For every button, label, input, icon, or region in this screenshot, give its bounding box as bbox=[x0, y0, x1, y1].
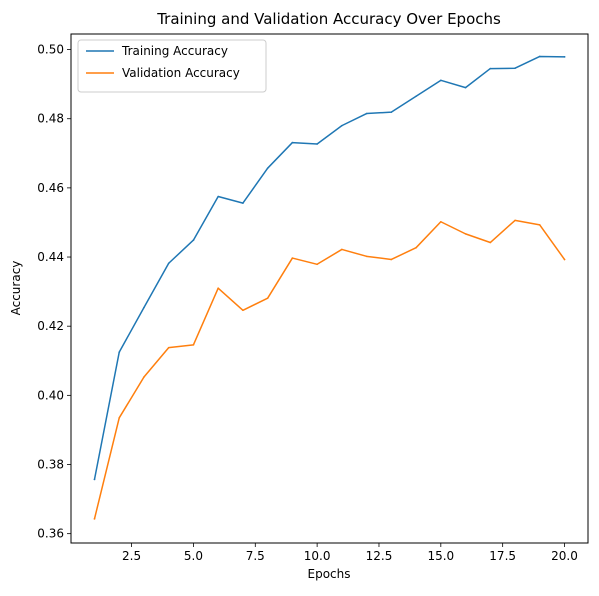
data-point bbox=[390, 258, 393, 261]
y-tick-label: 0.48 bbox=[37, 112, 64, 126]
data-point bbox=[365, 255, 368, 258]
data-point bbox=[291, 257, 294, 259]
data-point bbox=[266, 297, 269, 299]
data-point bbox=[415, 246, 417, 249]
x-tick-label: 7.5 bbox=[246, 549, 265, 563]
data-point bbox=[563, 56, 566, 58]
y-tick-label: 0.46 bbox=[37, 181, 64, 195]
data-point bbox=[217, 195, 219, 198]
data-point bbox=[291, 141, 294, 144]
data-point bbox=[93, 478, 96, 481]
x-tick-label: 17.5 bbox=[489, 549, 516, 563]
data-point bbox=[538, 55, 541, 58]
data-point bbox=[192, 239, 195, 241]
data-point bbox=[489, 241, 492, 244]
legend-label: Validation Accuracy bbox=[122, 66, 240, 80]
x-tick-label: 15.0 bbox=[427, 549, 454, 563]
y-tick-label: 0.50 bbox=[37, 43, 64, 57]
data-point bbox=[316, 143, 318, 145]
chart-title: Training and Validation Accuracy Over Ep… bbox=[156, 10, 501, 28]
series-line-1 bbox=[93, 55, 566, 481]
data-point bbox=[390, 111, 393, 113]
data-point bbox=[192, 344, 195, 346]
data-point bbox=[440, 220, 442, 223]
data-point bbox=[440, 79, 442, 82]
data-point bbox=[514, 219, 516, 222]
data-point bbox=[464, 86, 467, 89]
data-point bbox=[563, 258, 566, 261]
y-tick-label: 0.36 bbox=[37, 527, 64, 541]
y-tick-label: 0.38 bbox=[37, 458, 64, 472]
x-tick-label: 10.0 bbox=[304, 549, 331, 563]
legend-box bbox=[77, 39, 267, 93]
data-point bbox=[93, 517, 96, 520]
data-point bbox=[489, 67, 492, 70]
series-line-2 bbox=[93, 219, 566, 520]
y-tick-label: 0.42 bbox=[37, 319, 64, 333]
plot-frame bbox=[70, 33, 589, 544]
x-tick-label: 5.0 bbox=[184, 549, 203, 563]
x-tick-label: 2.5 bbox=[122, 549, 141, 563]
data-point bbox=[143, 306, 145, 309]
data-point bbox=[464, 233, 467, 235]
legend: Training Accuracy Validation Accuracy bbox=[77, 39, 267, 93]
data-point bbox=[341, 124, 343, 127]
data-point bbox=[118, 417, 121, 419]
data-point bbox=[242, 309, 244, 312]
data-point bbox=[217, 287, 219, 289]
x-tick-label: 12.5 bbox=[366, 549, 393, 563]
data-point bbox=[242, 202, 244, 204]
x-tick-label: 20.0 bbox=[551, 549, 578, 563]
y-tick-label: 0.44 bbox=[37, 250, 64, 264]
data-point bbox=[415, 95, 417, 98]
legend-label: Training Accuracy bbox=[121, 44, 228, 58]
data-point bbox=[514, 67, 516, 70]
data-point bbox=[316, 263, 318, 266]
data-point bbox=[341, 248, 343, 251]
data-point bbox=[365, 112, 368, 115]
data-point bbox=[538, 224, 541, 226]
data-point bbox=[118, 351, 121, 353]
data-point bbox=[266, 167, 269, 169]
y-axis-label: Accuracy bbox=[9, 261, 23, 316]
y-tick-label: 0.40 bbox=[37, 388, 64, 402]
data-point bbox=[143, 376, 145, 378]
data-point bbox=[167, 262, 170, 265]
data-point bbox=[167, 346, 170, 349]
x-axis-label: Epochs bbox=[308, 567, 351, 581]
